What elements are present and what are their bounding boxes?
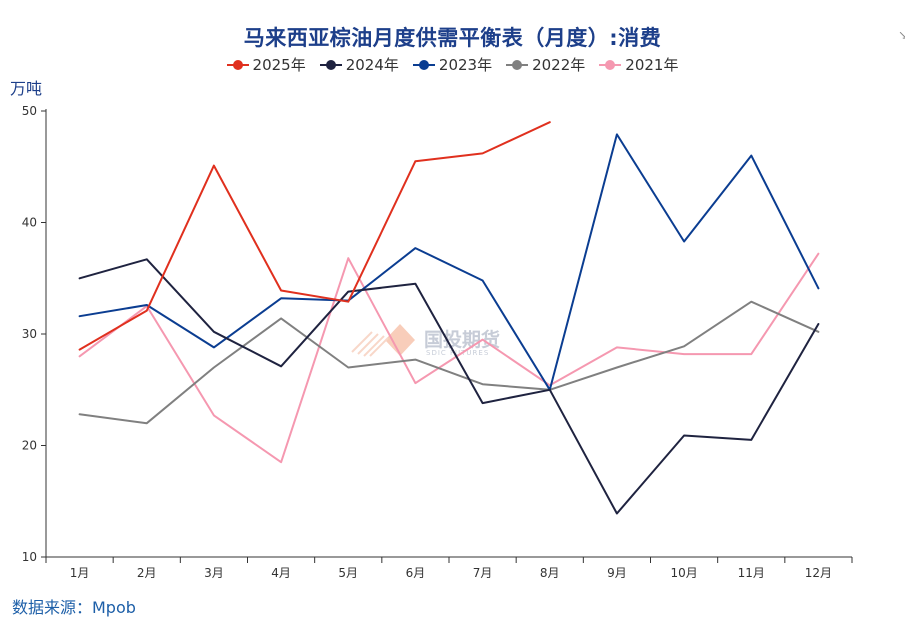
legend-label: 2025年 bbox=[252, 56, 306, 74]
y-tick-label: 50 bbox=[22, 104, 37, 118]
legend-swatch bbox=[599, 59, 622, 71]
legend-swatch-dot bbox=[418, 59, 429, 70]
x-tick-label: 3月 bbox=[204, 566, 224, 580]
x-tick-label: 12月 bbox=[805, 566, 832, 580]
series-line-2025年 bbox=[78, 121, 551, 351]
legend-swatch-dot bbox=[512, 59, 523, 70]
series-line-2022年 bbox=[78, 300, 820, 425]
x-tick-label: 8月 bbox=[540, 566, 560, 580]
series-layer bbox=[78, 121, 820, 515]
legend-item: 2021年 bbox=[599, 54, 678, 75]
y-axis-unit-label: 万吨 bbox=[10, 79, 43, 98]
y-tick-label: 30 bbox=[22, 327, 37, 341]
series-line-2024年 bbox=[78, 258, 820, 515]
legend-item: 2022年 bbox=[506, 54, 585, 75]
axes: 10 20 30 40 50 1月 2月 3月 4月 5月 6月 7月 8月 9月 10月 11月 12月 bbox=[22, 104, 853, 580]
legend-swatch bbox=[319, 59, 342, 71]
x-tick-label: 11月 bbox=[738, 566, 765, 580]
legend-swatch bbox=[226, 59, 249, 71]
legend-label: 2022年 bbox=[532, 56, 586, 74]
y-tick-label: 20 bbox=[22, 439, 37, 453]
watermark-text: 国投期货 bbox=[424, 328, 500, 351]
legend-swatch bbox=[506, 59, 529, 71]
y-tick-label: 10 bbox=[22, 550, 37, 564]
x-tick-label: 5月 bbox=[338, 566, 358, 580]
legend: 2025年 2024年 2023年 2022年 2021年 bbox=[0, 54, 905, 75]
x-tick-label: 1月 bbox=[70, 566, 90, 580]
x-tick-label: 2月 bbox=[137, 566, 157, 580]
chart-title: 马来西亚棕油月度供需平衡表（月度）:消费 bbox=[243, 26, 662, 50]
source-note: 数据来源：Mpob bbox=[12, 598, 136, 617]
legend-item: 2024年 bbox=[319, 54, 399, 75]
legend-label: 2021年 bbox=[625, 56, 679, 74]
legend-label: 2023年 bbox=[438, 56, 493, 74]
y-tick-label: 40 bbox=[22, 216, 37, 230]
legend-label: 2024年 bbox=[345, 56, 399, 74]
x-tick-label: 7月 bbox=[473, 566, 493, 580]
watermark-text-en: SDIC FUTURES bbox=[426, 349, 489, 357]
legend-swatch-dot bbox=[232, 59, 243, 70]
series-line-2023年 bbox=[78, 133, 820, 391]
series-line-2021年 bbox=[78, 252, 820, 464]
legend-item: 2023年 bbox=[412, 54, 493, 75]
x-tick-label: 6月 bbox=[406, 566, 426, 580]
legend-swatch bbox=[412, 59, 435, 71]
legend-item: 2025年 bbox=[226, 54, 306, 75]
x-tick-label: 4月 bbox=[271, 566, 291, 580]
watermark-logo-icon bbox=[351, 324, 415, 357]
watermark-logo: 国投期货 SDIC FUTURES bbox=[351, 324, 500, 357]
x-tick-label: 9月 bbox=[607, 566, 627, 580]
legend-swatch-dot bbox=[325, 59, 336, 70]
x-tick-label: 10月 bbox=[670, 566, 697, 580]
legend-swatch-dot bbox=[605, 59, 616, 70]
corner-arrow-icon: ↘ bbox=[898, 28, 905, 42]
